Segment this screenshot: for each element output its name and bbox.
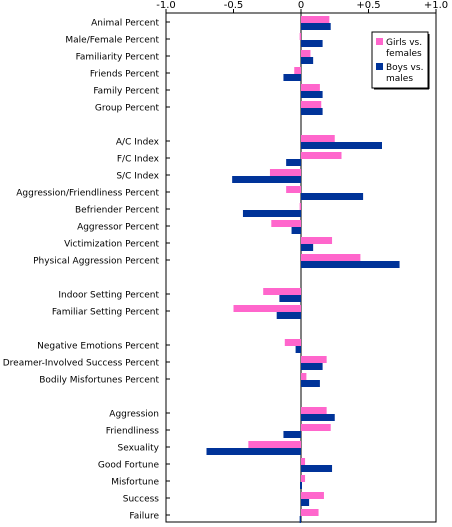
- bar-boys-vs-males: [301, 465, 333, 472]
- bar-girls-vs-females: [301, 475, 306, 482]
- category-label: Success: [123, 495, 160, 505]
- bar-girls-vs-females: [301, 16, 330, 23]
- category-label: Good Fortune: [98, 461, 160, 471]
- bar-girls-vs-females: [271, 220, 301, 227]
- category-label: Failure: [129, 512, 159, 522]
- legend-swatch: [376, 63, 383, 70]
- x-axis-ticks: -1.0 -0.5 0 +0.5 +1.0: [156, 0, 448, 13]
- bar-girls-vs-females: [233, 305, 301, 312]
- bar-boys-vs-males: [301, 108, 323, 115]
- bar-boys-vs-males: [301, 57, 314, 64]
- legend-label: Girls vs.: [386, 38, 422, 48]
- bar-girls-vs-females: [301, 424, 331, 431]
- category-label: Familiarity Percent: [76, 53, 160, 63]
- legend-swatch: [376, 38, 383, 45]
- bar-boys-vs-males: [301, 142, 382, 149]
- bar-boys-vs-males: [301, 193, 364, 200]
- category-label: Family Percent: [93, 87, 159, 97]
- bar-girls-vs-females: [269, 169, 301, 176]
- bar-girls-vs-females: [299, 33, 301, 40]
- bar-boys-vs-males: [242, 210, 301, 217]
- bar-girls-vs-females: [248, 441, 301, 448]
- bar-girls-vs-females: [299, 203, 301, 210]
- bar-boys-vs-males: [206, 448, 301, 455]
- category-label: Physical Aggression Percent: [33, 257, 159, 267]
- x-tick-label: +0.5: [356, 0, 380, 11]
- category-label: Indoor Setting Percent: [58, 291, 159, 301]
- legend-label: Boys vs.: [386, 63, 423, 73]
- bar-boys-vs-males: [301, 23, 331, 30]
- bar-girls-vs-females: [301, 254, 361, 261]
- bar-girls-vs-females: [301, 356, 327, 363]
- bar-boys-vs-males: [301, 91, 323, 98]
- bar-boys-vs-males: [301, 261, 400, 268]
- bar-girls-vs-females: [301, 509, 319, 516]
- bar-boys-vs-males: [291, 227, 301, 234]
- bar-boys-vs-males: [283, 74, 301, 81]
- bar-boys-vs-males: [301, 414, 335, 421]
- bar-boys-vs-males: [295, 346, 301, 353]
- category-label: Male/Female Percent: [65, 36, 159, 46]
- bar-girls-vs-females: [301, 135, 335, 142]
- x-tick-label: -1.0: [156, 0, 176, 11]
- category-label: Victimization Percent: [64, 240, 159, 250]
- legend-label: males: [386, 74, 413, 84]
- bar-girls-vs-females: [294, 67, 301, 74]
- category-label: Aggression/Friendliness Percent: [16, 189, 159, 199]
- category-label: Befriender Percent: [75, 206, 159, 216]
- bar-boys-vs-males: [283, 431, 301, 438]
- category-label: Group Percent: [95, 104, 160, 114]
- bar-boys-vs-males: [301, 244, 314, 251]
- bar-boys-vs-males: [232, 176, 301, 183]
- category-label: Familiar Setting Percent: [52, 308, 160, 318]
- bar-girls-vs-females: [301, 407, 327, 414]
- bar-boys-vs-males: [301, 363, 323, 370]
- category-label: Friendliness: [106, 427, 160, 437]
- bar-boys-vs-males: [300, 482, 302, 489]
- category-label: F/C Index: [117, 155, 160, 165]
- x-tick-label: 0: [298, 0, 304, 11]
- bar-girls-vs-females: [301, 101, 322, 108]
- bar-girls-vs-females: [284, 339, 301, 346]
- category-label: Negative Emotions Percent: [37, 342, 159, 352]
- category-label: Dreamer-Involved Success Percent: [3, 359, 160, 369]
- legend: Girls vs.females Boys vs.males: [371, 31, 430, 90]
- bar-boys-vs-males: [286, 159, 301, 166]
- category-labels: Animal Percent Male/Female Percent Familia…: [3, 19, 170, 522]
- bar-boys-vs-males: [299, 516, 301, 523]
- category-label: Sexuality: [118, 444, 160, 454]
- bar-girls-vs-females: [263, 288, 301, 295]
- bar-boys-vs-males: [276, 312, 301, 319]
- category-label: S/C Index: [116, 172, 159, 182]
- bar-girls-vs-females: [301, 458, 306, 465]
- category-label: Aggression: [109, 410, 159, 420]
- bar-girls-vs-females: [301, 84, 320, 91]
- category-label: Aggressor Percent: [77, 223, 159, 233]
- category-label: Bodily Misfortunes Percent: [39, 376, 159, 386]
- bar-girls-vs-females: [286, 186, 301, 193]
- bar-girls-vs-females: [301, 50, 311, 57]
- category-label: A/C Index: [116, 138, 160, 148]
- bar-boys-vs-males: [301, 380, 320, 387]
- bar-boys-vs-males: [301, 499, 310, 506]
- category-label: Animal Percent: [91, 19, 159, 29]
- category-label: Misfortune: [111, 478, 159, 488]
- bar-girls-vs-females: [301, 152, 342, 159]
- x-tick-label: -0.5: [224, 0, 244, 11]
- x-tick-label: +1.0: [424, 0, 448, 11]
- bar-girls-vs-females: [301, 237, 333, 244]
- bar-girls-vs-females: [301, 373, 307, 380]
- bars: [206, 16, 400, 523]
- bar-boys-vs-males: [279, 295, 301, 302]
- category-label: Friends Percent: [90, 70, 160, 80]
- bar-girls-vs-females: [301, 492, 324, 499]
- bar-boys-vs-males: [301, 40, 323, 47]
- legend-label: females: [386, 49, 422, 59]
